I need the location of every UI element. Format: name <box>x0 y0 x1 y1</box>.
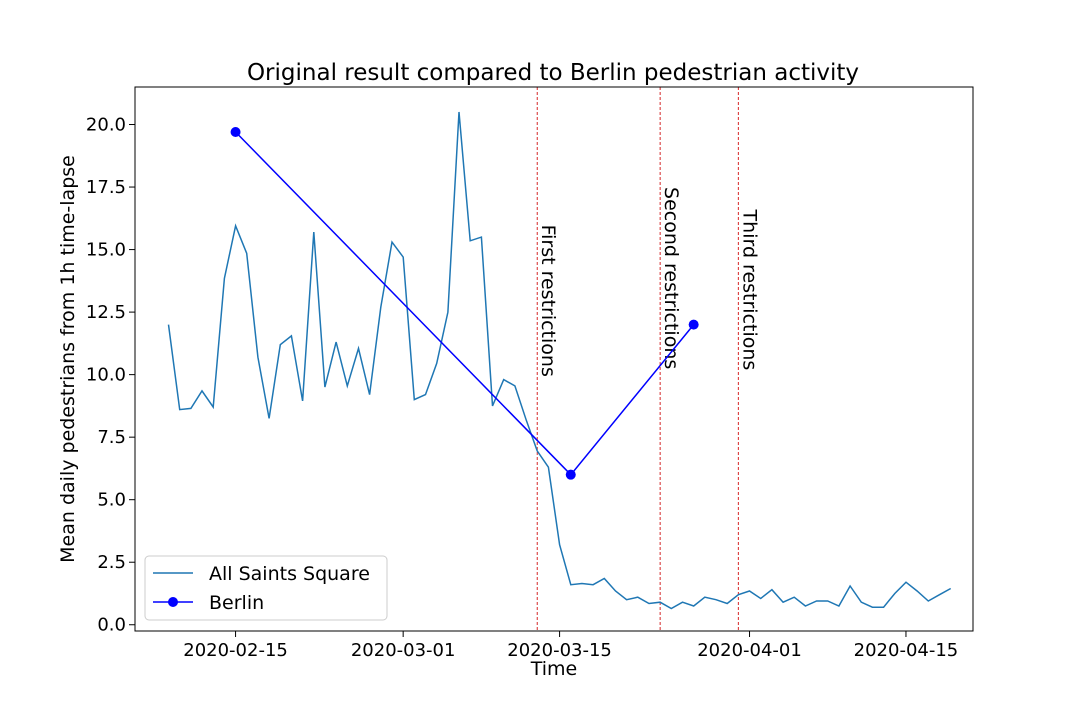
y-tick-label: 7.5 <box>97 427 126 448</box>
legend-label: Berlin <box>209 592 264 614</box>
x-axis-label: Time <box>530 658 578 680</box>
y-tick-label: 5.0 <box>97 490 126 511</box>
y-tick-label: 2.5 <box>97 552 126 573</box>
y-tick-label: 20.0 <box>86 115 126 136</box>
data-point <box>688 319 699 330</box>
x-tick-label: 2020-03-15 <box>507 640 612 661</box>
restriction-label: First restrictions <box>537 225 559 377</box>
y-tick-label: 17.5 <box>86 177 126 198</box>
x-tick-label: 2020-02-15 <box>183 640 288 661</box>
y-axis-label: Mean daily pedestrians from 1h time-laps… <box>57 155 79 563</box>
x-tick-label: 2020-04-01 <box>697 640 802 661</box>
restriction-label: Second restrictions <box>660 187 682 369</box>
y-tick-label: 15.0 <box>86 240 126 261</box>
restriction-label: Third restrictions <box>738 209 760 371</box>
y-tick-label: 10.0 <box>86 365 126 386</box>
y-tick-label: 0.0 <box>97 615 126 636</box>
y-tick-label: 12.5 <box>86 302 126 323</box>
legend: All Saints Square Berlin <box>144 555 388 621</box>
legend-marker <box>168 597 178 607</box>
chart-title: Original result compared to Berlin pedes… <box>247 60 859 86</box>
x-tick-label: 2020-03-01 <box>351 640 456 661</box>
x-tick-label: 2020-04-15 <box>854 640 959 661</box>
plot-area: First restrictions Second restrictions Thi… <box>167 87 952 631</box>
legend-label: All Saints Square <box>209 563 370 585</box>
data-point <box>565 469 576 480</box>
data-point <box>230 127 241 138</box>
legend-box <box>144 555 388 621</box>
axes-frame <box>134 86 974 632</box>
series-line <box>167 111 952 610</box>
